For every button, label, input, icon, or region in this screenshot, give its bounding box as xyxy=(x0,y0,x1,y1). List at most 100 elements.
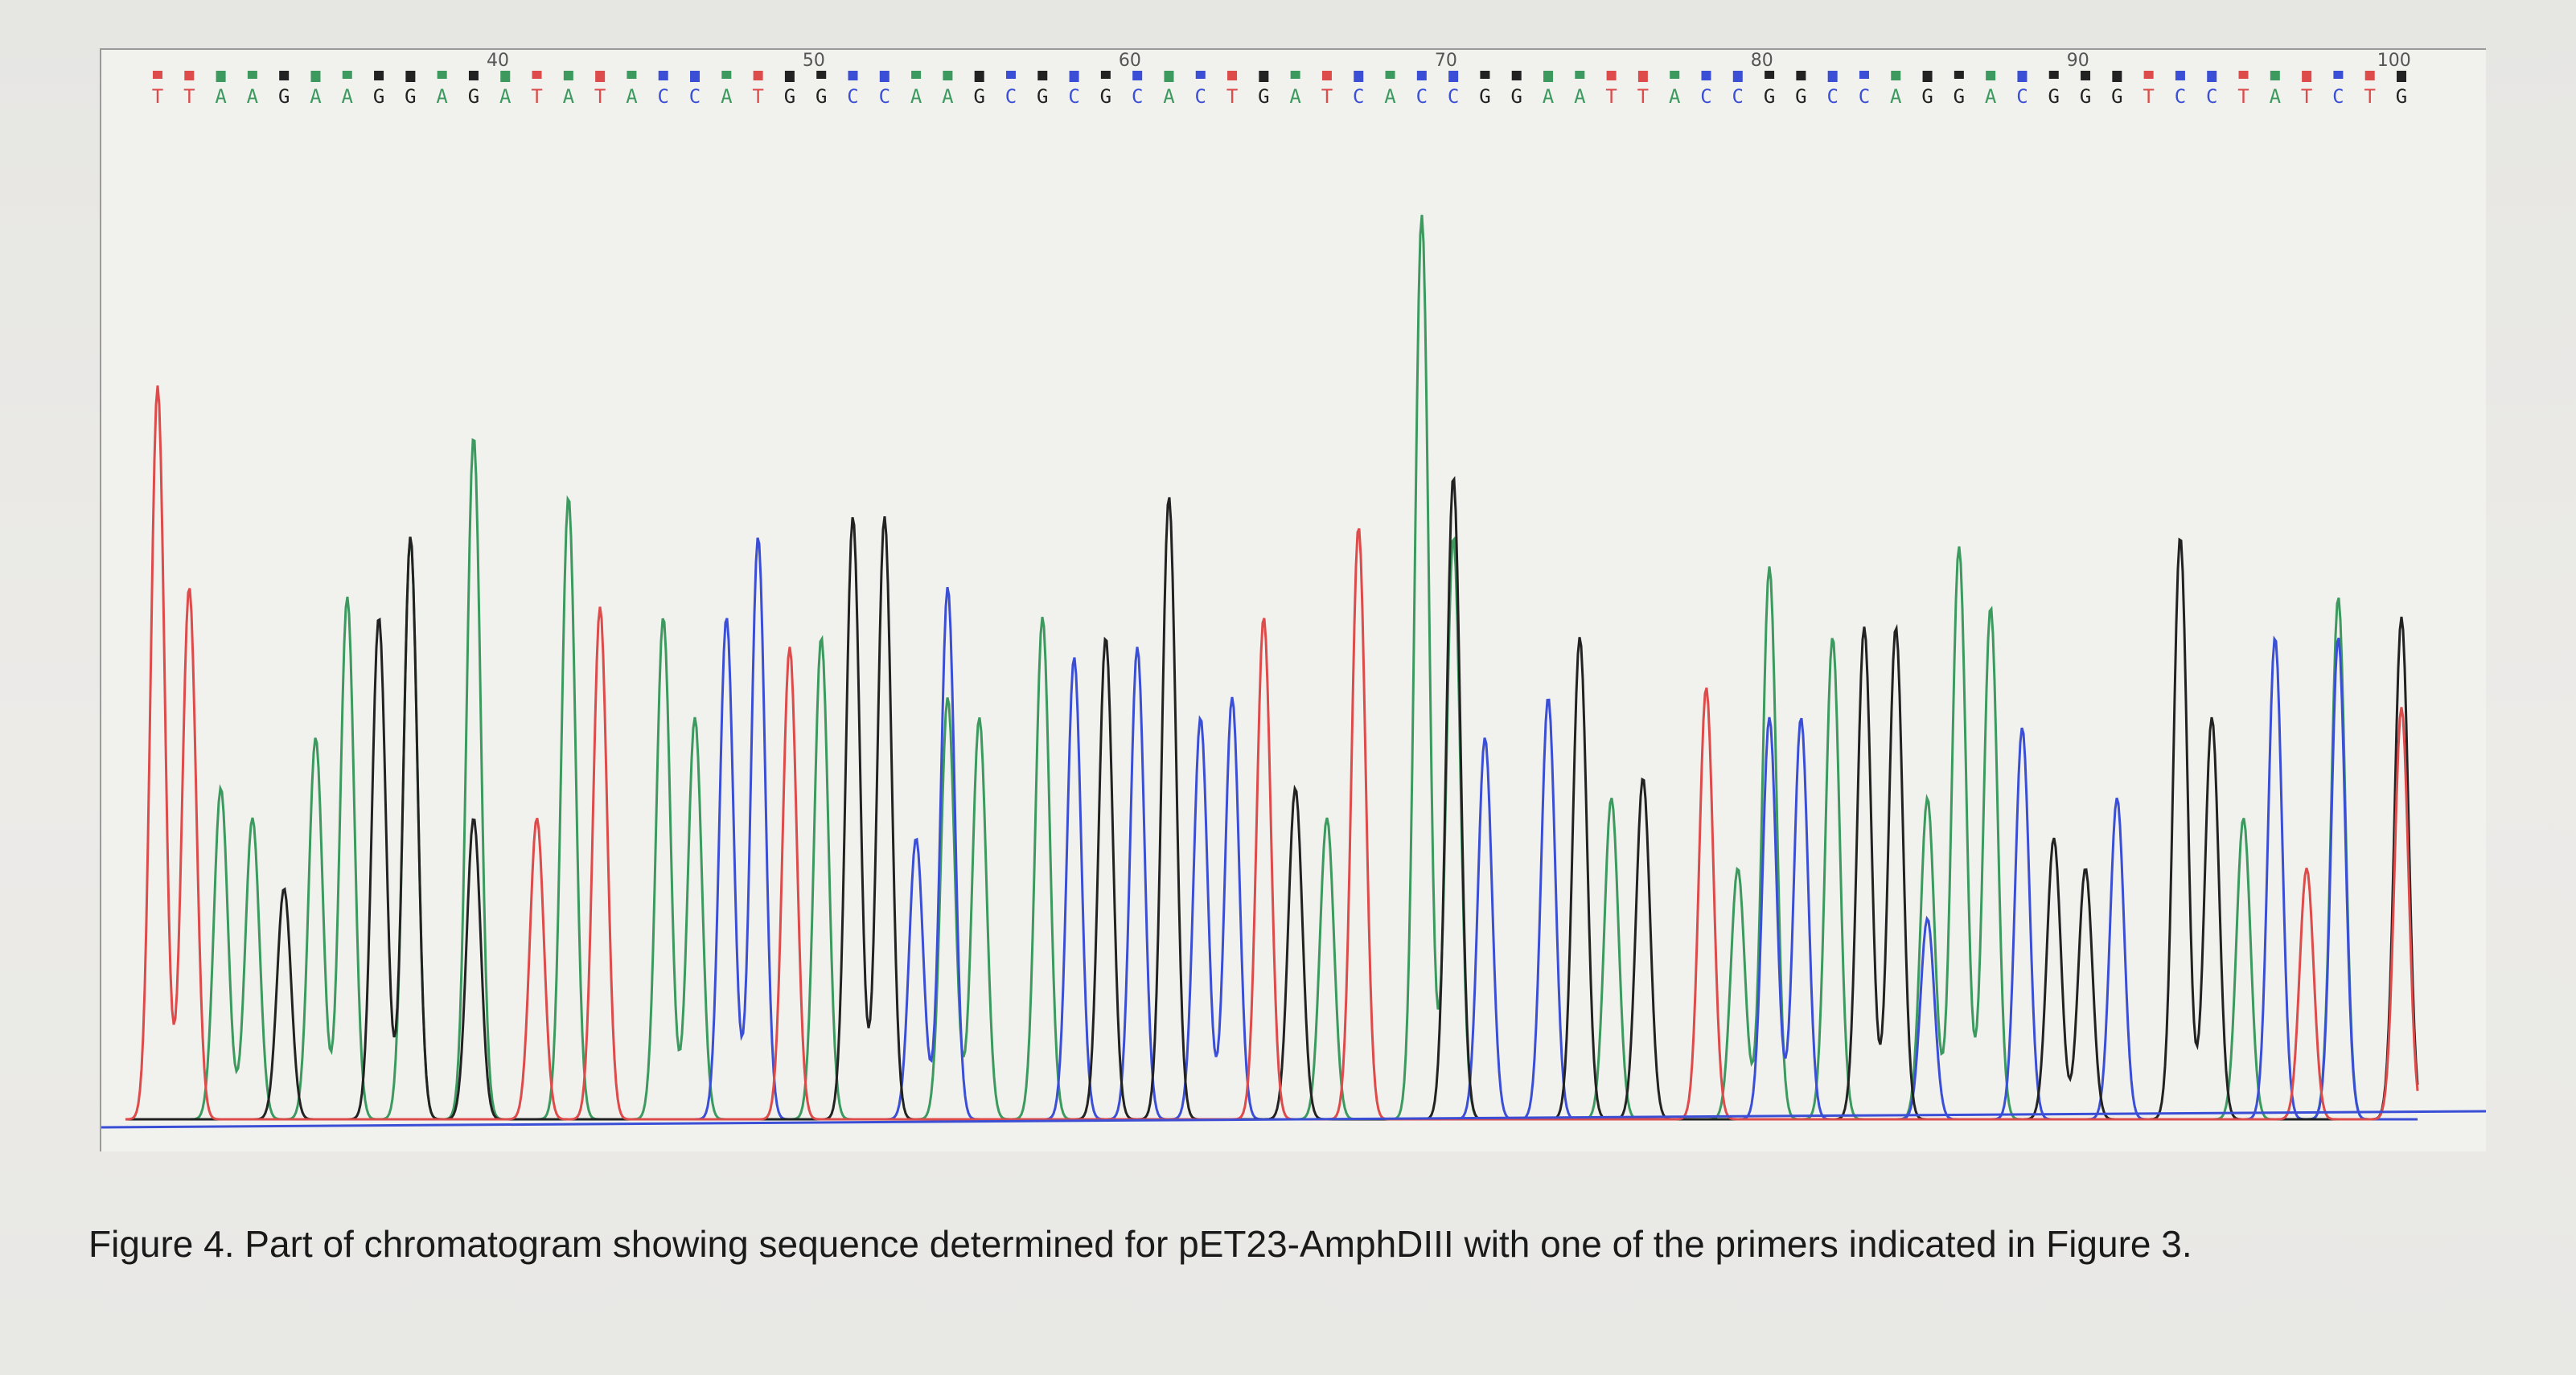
base-call: C xyxy=(2206,85,2217,108)
quality-bar xyxy=(563,71,573,80)
quality-bar xyxy=(1385,71,1395,79)
base-call: T xyxy=(2301,85,2312,108)
base-call: A xyxy=(563,85,575,108)
base-call: G xyxy=(1510,85,1522,108)
quality-bar xyxy=(2081,71,2091,80)
base-call: G xyxy=(1258,85,1269,108)
base-call: T xyxy=(2143,85,2154,108)
base-call: A xyxy=(310,85,322,108)
quality-bar xyxy=(1005,71,1016,79)
base-call: A xyxy=(215,85,227,108)
quality-bar xyxy=(1922,71,1933,82)
quality-bar xyxy=(153,71,162,79)
base-call: T xyxy=(152,85,163,108)
quality-bar xyxy=(2143,71,2154,79)
quality-bar xyxy=(405,71,416,82)
quality-bar xyxy=(184,71,195,80)
quality-bar xyxy=(500,71,511,82)
quality-bar xyxy=(2112,71,2122,82)
quality-bar xyxy=(1100,71,1111,79)
quality-bar xyxy=(437,71,447,79)
position-tick-label: 40 xyxy=(487,51,509,71)
quality-bar xyxy=(2048,71,2059,79)
position-tick-label: 90 xyxy=(2067,51,2089,71)
quality-bar xyxy=(216,71,226,82)
base-call: C xyxy=(2175,85,2186,108)
base-call: G xyxy=(1100,85,1111,108)
position-tick-label: 80 xyxy=(1751,51,1773,71)
quality-bar xyxy=(1701,71,1711,80)
quality-bar xyxy=(310,71,321,82)
base-call: C xyxy=(689,85,700,108)
base-call: G xyxy=(1795,85,1806,108)
quality-bar xyxy=(848,71,858,80)
base-call: C xyxy=(1700,85,1711,108)
quality-bar xyxy=(374,71,384,80)
base-call: A xyxy=(942,85,954,108)
quality-bar xyxy=(627,71,637,79)
base-call: C xyxy=(1005,85,1017,108)
quality-bar xyxy=(879,71,889,82)
base-call: T xyxy=(752,85,763,108)
quality-bar xyxy=(1670,71,1680,79)
quality-bar xyxy=(247,71,257,79)
quality-bar xyxy=(2364,71,2375,80)
quality-bar xyxy=(2397,71,2406,82)
quality-bar xyxy=(1796,71,1806,80)
trace-layer xyxy=(125,215,2419,1121)
base-call: G xyxy=(816,85,827,108)
base-call: G xyxy=(1479,85,1490,108)
quality-bar xyxy=(1290,71,1300,79)
position-tick-label: 60 xyxy=(1119,51,1141,71)
base-call: T xyxy=(1605,85,1617,108)
base-call: G xyxy=(2111,85,2122,108)
base-call: C xyxy=(1732,85,1744,108)
base-call: A xyxy=(499,85,512,108)
quality-bar xyxy=(1354,71,1364,82)
quality-bar xyxy=(1321,71,1332,80)
quality-bar xyxy=(1069,71,1079,82)
base-call: A xyxy=(247,85,259,108)
quality-bar xyxy=(1227,71,1238,80)
quality-bar xyxy=(468,71,479,80)
base-call: G xyxy=(278,85,290,108)
quality-bar xyxy=(2207,71,2217,82)
base-call: G xyxy=(1037,85,1048,108)
position-tick-label: 100 xyxy=(2377,51,2411,71)
base-call: A xyxy=(1543,85,1555,108)
base-call: G xyxy=(405,85,416,108)
base-call: A xyxy=(1669,85,1681,108)
base-call: C xyxy=(1416,85,1428,108)
base-call: C xyxy=(1353,85,1364,108)
base-call: C xyxy=(2332,85,2344,108)
base-call: C xyxy=(1195,85,1206,108)
quality-bar xyxy=(1543,71,1554,82)
base-call: C xyxy=(847,85,858,108)
quality-bar xyxy=(1606,71,1617,80)
quality-bar xyxy=(1259,71,1269,82)
quality-bar xyxy=(1132,71,1143,80)
base-call: C xyxy=(1132,85,1143,108)
base-call: T xyxy=(2237,85,2249,108)
quality-bar xyxy=(2270,71,2280,80)
quality-bar xyxy=(753,71,763,80)
base-call: A xyxy=(1163,85,1175,108)
quality-bar xyxy=(2333,71,2344,79)
base-call: A xyxy=(2270,85,2282,108)
base-call: G xyxy=(784,85,795,108)
base-call: T xyxy=(1637,85,1649,108)
quality-bar xyxy=(1164,71,1174,82)
base-call: C xyxy=(658,85,669,108)
base-call: A xyxy=(1574,85,1586,108)
base-call: C xyxy=(2016,85,2028,108)
base-call: C xyxy=(879,85,890,108)
quality-bar xyxy=(2302,71,2312,82)
quality-bar xyxy=(532,71,542,79)
quality-bar xyxy=(595,71,606,82)
quality-bar xyxy=(658,71,668,80)
quality-bar xyxy=(690,71,700,82)
quality-bar xyxy=(721,71,732,79)
base-call: G xyxy=(2048,85,2060,108)
base-call: G xyxy=(2080,85,2091,108)
